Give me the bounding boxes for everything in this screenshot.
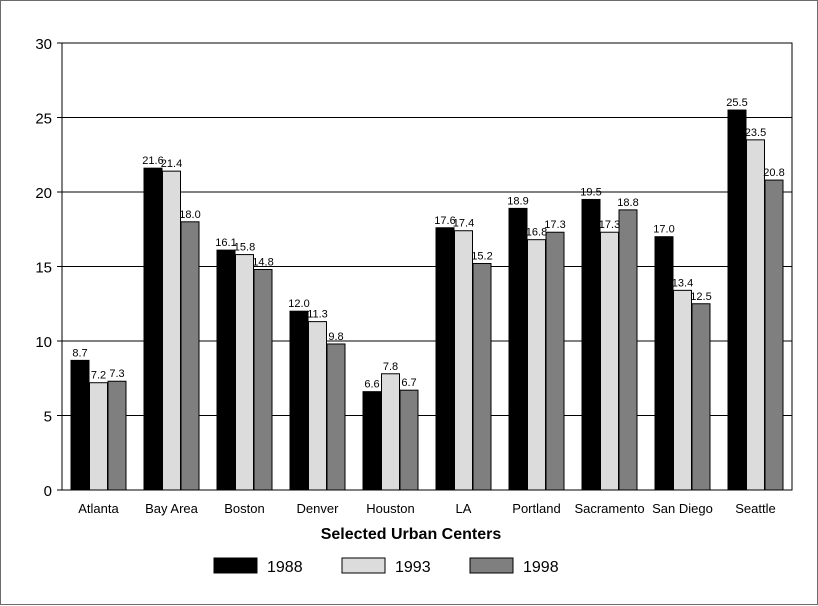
bar: [508, 207, 528, 491]
data-label: 18.8: [617, 197, 638, 209]
y-tick-label: 5: [44, 409, 52, 426]
x-tick-label: Bay Area: [145, 501, 199, 516]
bar: [654, 236, 674, 491]
data-label: 18.0: [179, 209, 200, 221]
bar: [764, 179, 784, 491]
bar: [673, 289, 692, 491]
bar: [162, 170, 181, 491]
bar: [326, 343, 346, 491]
legend-swatch: [469, 557, 514, 574]
data-label: 15.2: [471, 251, 492, 263]
legend: 1988 1993 1998: [213, 557, 559, 576]
y-tick-label: 10: [35, 334, 52, 351]
x-tick-label: Seattle: [735, 501, 775, 516]
data-label: 21.6: [142, 155, 163, 167]
bar: [289, 310, 309, 491]
data-labels: 8.7 7.2 7.3 21.621.4 18.0 16.115.8 14.8 12.011.…: [72, 97, 784, 391]
x-tick-label: San Diego: [652, 501, 713, 516]
bar: [545, 231, 565, 491]
x-tick-label: Boston: [224, 501, 264, 516]
bar: [235, 254, 254, 491]
bar: [581, 198, 601, 491]
bar: [362, 391, 382, 491]
data-label: 12.5: [690, 291, 711, 303]
data-label: 7.3: [109, 368, 124, 380]
bar: [618, 209, 638, 491]
data-label: 17.4: [453, 218, 474, 230]
data-label: 16.1: [215, 237, 236, 249]
data-label: 23.5: [745, 127, 766, 139]
data-label: 11.3: [307, 309, 328, 321]
data-label: 13.4: [672, 277, 693, 289]
x-tick-label: Portland: [512, 501, 560, 516]
data-label: 8.7: [72, 347, 87, 359]
data-label: 19.5: [580, 186, 601, 198]
axes: 0 5 10 15 20 25 30 Atlanta Bay Area Boston Denver H…: [35, 36, 793, 516]
bar: [435, 227, 455, 491]
bar: [70, 359, 90, 491]
bar: [691, 303, 711, 491]
legend-label: 1993: [395, 559, 431, 576]
data-label: 21.4: [161, 158, 182, 170]
data-label: 25.5: [726, 97, 747, 109]
y-tick-label: 0: [44, 483, 52, 500]
data-label: 17.6: [434, 215, 455, 227]
bar: [600, 231, 619, 491]
data-label: 6.7: [401, 377, 416, 389]
bar: [472, 263, 492, 491]
bar: [746, 139, 765, 491]
data-label: 18.9: [507, 195, 528, 207]
legend-label: 1998: [523, 559, 559, 576]
bar: [180, 221, 200, 491]
bar: [381, 373, 400, 491]
plot-area-border: [61, 42, 793, 491]
data-label: 14.8: [252, 256, 273, 268]
data-label: 16.8: [526, 227, 547, 239]
data-label: 17.0: [653, 224, 674, 236]
data-label: 6.6: [364, 379, 379, 391]
y-tick-label: 30: [35, 36, 52, 53]
x-tick-label: Atlanta: [78, 501, 119, 516]
bar: [527, 239, 546, 491]
data-label: 15.8: [234, 242, 255, 254]
bar: [216, 249, 236, 491]
data-label: 12.0: [288, 298, 309, 310]
bar: [454, 230, 473, 491]
legend-label: 1988: [267, 559, 303, 576]
data-label: 17.3: [544, 219, 565, 231]
bar: [89, 382, 108, 491]
legend-swatch: [341, 557, 386, 574]
x-tick-label: LA: [456, 501, 472, 516]
x-tick-label: Denver: [297, 501, 340, 516]
bar: [107, 380, 127, 491]
data-label: 9.8: [328, 331, 343, 343]
x-tick-label: Sacramento: [574, 501, 644, 516]
bar: [308, 321, 327, 491]
data-label: 20.8: [763, 167, 784, 179]
y-tick-label: 20: [35, 185, 52, 202]
data-label: 7.2: [91, 370, 106, 382]
x-tick-label: Houston: [366, 501, 414, 516]
y-tick-label: 15: [35, 260, 52, 277]
bar: [727, 109, 747, 491]
bar: [143, 167, 163, 491]
data-label: 7.8: [383, 361, 398, 373]
legend-swatch: [213, 557, 258, 574]
x-axis-title: Selected Urban Centers: [321, 526, 502, 543]
data-label: 17.3: [599, 219, 620, 231]
bar: [399, 389, 419, 491]
y-tick-label: 25: [35, 111, 52, 128]
bar: [253, 268, 273, 491]
